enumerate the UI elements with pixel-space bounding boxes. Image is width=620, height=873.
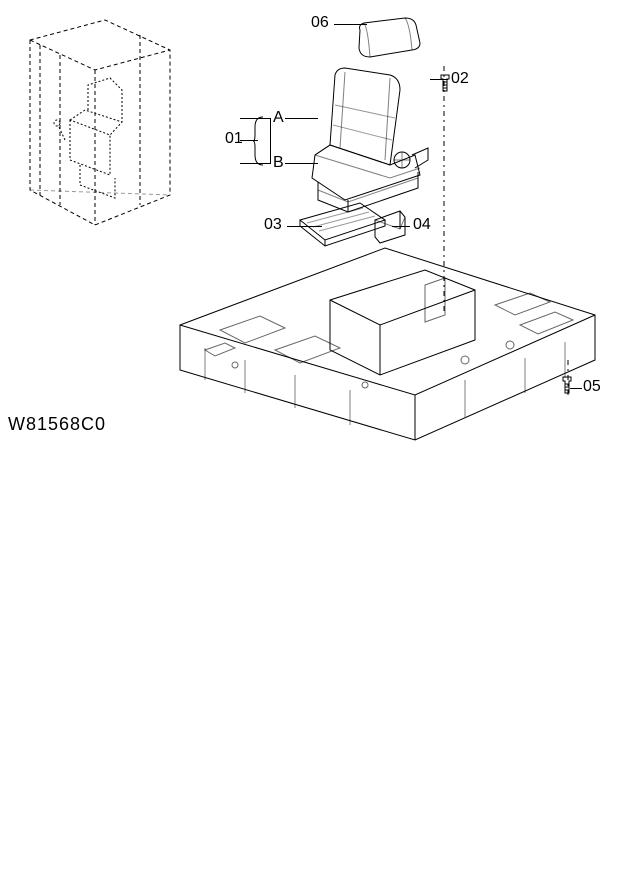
callout-01: 01 [225, 130, 243, 148]
leader [285, 163, 318, 164]
drawing-id: W81568C0 [8, 414, 106, 435]
leader [334, 24, 367, 25]
callout-05: 05 [583, 378, 601, 396]
leader [392, 226, 410, 227]
bracket-01 [253, 115, 265, 167]
leader [570, 388, 582, 389]
callout-B: B [273, 154, 284, 172]
leader [287, 226, 322, 227]
callout-04: 04 [413, 216, 431, 234]
leader [430, 79, 448, 80]
leader [285, 118, 318, 119]
callout-02: 02 [451, 70, 469, 88]
callout-03: 03 [264, 216, 282, 234]
callout-06: 06 [311, 14, 329, 32]
callout-A: A [273, 109, 284, 127]
leader [270, 118, 271, 164]
